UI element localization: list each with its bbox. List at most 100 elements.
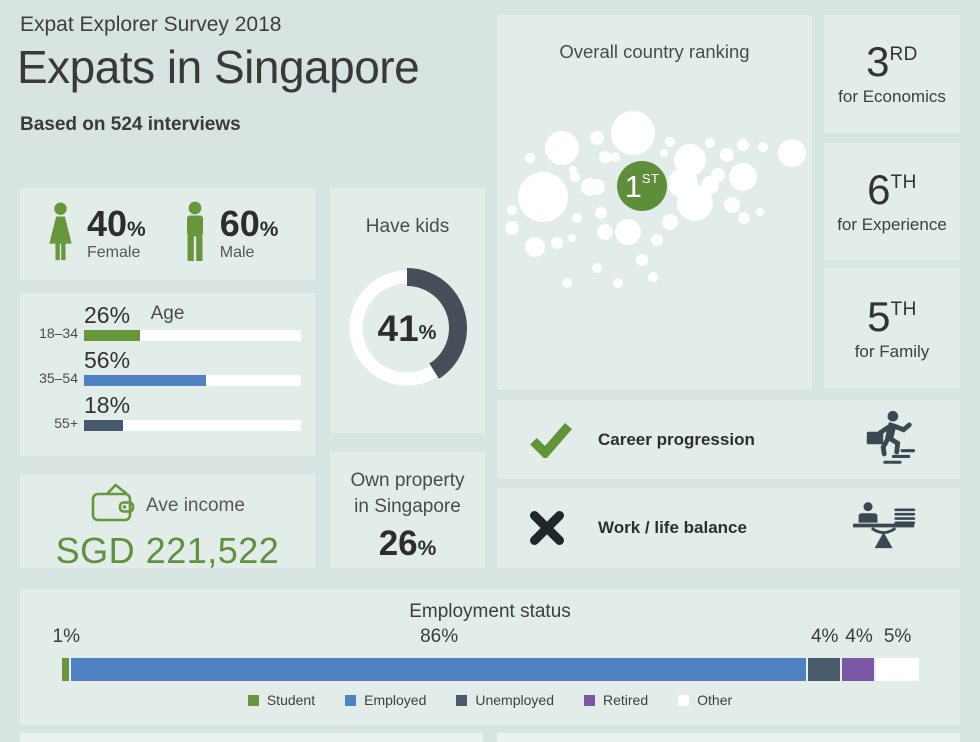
employment-legend: Student Employed Unemployed Retired Other bbox=[20, 692, 960, 708]
ranking-bubble bbox=[648, 272, 658, 282]
age-bar-fill bbox=[84, 375, 206, 386]
ranking-bubble bbox=[568, 234, 576, 242]
female-icon bbox=[44, 199, 77, 270]
employment-bar-labels: 1% 86% 4% 4% 5% bbox=[53, 626, 919, 650]
legend-item-other: Other bbox=[678, 692, 732, 708]
legend-swatch bbox=[678, 694, 690, 706]
ranking-bubble bbox=[562, 278, 572, 288]
have-kids-title: Have kids bbox=[365, 216, 450, 237]
ranking-bubble bbox=[505, 221, 519, 235]
own-property-title: Own property in Singapore bbox=[350, 470, 465, 517]
ranking-bubble bbox=[599, 151, 611, 163]
ranking-bubble bbox=[569, 166, 577, 174]
rank-box-experience: 6TH for Experience bbox=[824, 143, 960, 260]
country-ranking-title: Overall country ranking bbox=[559, 41, 750, 62]
ranking-bubble bbox=[610, 152, 620, 162]
ranking-bubble bbox=[737, 139, 749, 151]
ranking-bubble bbox=[613, 278, 623, 288]
age-row: 35–54 56% bbox=[20, 348, 301, 386]
ranking-bubble bbox=[636, 254, 648, 266]
legend-label: Employed bbox=[364, 692, 427, 708]
employment-segment-retired bbox=[841, 658, 877, 681]
next-panel-stub-left bbox=[20, 733, 483, 742]
female-percent: 40% bbox=[87, 203, 146, 244]
age-bar-track bbox=[84, 420, 301, 431]
ranking-bubble bbox=[724, 197, 740, 213]
legend-swatch bbox=[583, 694, 595, 706]
work-life-balance-row: Work / life balance bbox=[497, 488, 960, 568]
have-kids-panel: Have kids 41% bbox=[330, 188, 485, 433]
age-bar-fill bbox=[84, 330, 141, 341]
age-row: 18–34 26% bbox=[20, 303, 301, 341]
work-life-balance-label: Work / life balance bbox=[598, 518, 747, 537]
employment-segment-label: 4% bbox=[845, 626, 873, 647]
income-value: SGD 221,522 bbox=[55, 530, 280, 571]
employment-segment-label: 1% bbox=[52, 626, 81, 647]
overall-rank-badge: 1 ST bbox=[617, 161, 667, 211]
have-kids-value: 41% bbox=[377, 307, 437, 349]
male-label: Male bbox=[219, 244, 255, 261]
age-bar-track bbox=[84, 330, 301, 341]
employment-segment-unemployed bbox=[807, 658, 842, 681]
ranking-bubble bbox=[518, 172, 568, 222]
rank-box-family: 5TH for Family bbox=[824, 268, 960, 388]
employment-segment-other bbox=[876, 658, 919, 681]
career-progression-label: Career progression bbox=[598, 429, 755, 449]
legend-swatch bbox=[345, 694, 357, 706]
employment-segment-student bbox=[62, 658, 71, 681]
country-ranking-panel: Overall country ranking 1 ST bbox=[497, 15, 812, 390]
next-panel-stub-right bbox=[497, 733, 960, 742]
age-percent: 18% bbox=[84, 392, 131, 418]
employment-bar bbox=[62, 658, 919, 681]
own-property-value: 26% bbox=[378, 524, 437, 563]
ranking-bubble bbox=[705, 138, 715, 148]
age-row: 55+ 18% bbox=[20, 393, 301, 431]
age-range-label: 55+ bbox=[54, 415, 78, 431]
ranking-bubble bbox=[525, 153, 535, 163]
legend-label: Student bbox=[266, 692, 316, 708]
ranking-bubble bbox=[611, 111, 655, 155]
income-panel: Ave income SGD 221,522 bbox=[20, 474, 315, 571]
ranking-bubble bbox=[525, 237, 545, 257]
ranking-bubbles bbox=[497, 15, 812, 390]
male-stat: 60% Male bbox=[180, 199, 278, 270]
ranking-bubble bbox=[592, 263, 602, 273]
ranking-bubble bbox=[738, 212, 750, 224]
check-icon bbox=[530, 422, 576, 458]
career-stairs-icon bbox=[860, 408, 918, 471]
ranking-bubble bbox=[758, 142, 768, 152]
ranking-bubble bbox=[597, 224, 613, 240]
income-label: Ave income bbox=[146, 494, 245, 516]
employment-segment-employed bbox=[70, 658, 808, 681]
cross-icon bbox=[530, 511, 576, 545]
employment-panel: Employment status 1% 86% 4% 4% 5% Student Emp… bbox=[20, 589, 960, 725]
ranking-bubble bbox=[551, 237, 563, 249]
ranking-bubble bbox=[545, 131, 579, 165]
ranking-bubble bbox=[651, 234, 663, 246]
ranking-bubble bbox=[589, 179, 605, 195]
rank-box-label: for Economics bbox=[838, 87, 946, 106]
ranking-bubble bbox=[668, 168, 698, 198]
age-percent: 56% bbox=[84, 347, 131, 373]
ranking-bubble bbox=[778, 139, 806, 167]
employment-segment-label: 86% bbox=[420, 626, 459, 647]
age-range-label: 35–54 bbox=[39, 370, 78, 386]
age-bar-track bbox=[84, 375, 301, 386]
legend-item-student: Student bbox=[247, 692, 316, 708]
work-life-balance-icon bbox=[852, 500, 918, 557]
age-panel: Age 18–34 26% 35–54 56% 55+ 18% bbox=[20, 293, 315, 456]
legend-label: Retired bbox=[602, 692, 649, 708]
ranking-bubble bbox=[660, 149, 668, 157]
wallet-icon bbox=[90, 482, 136, 529]
age-title: Age bbox=[150, 303, 185, 324]
ranking-bubble bbox=[595, 207, 607, 219]
ranking-bubble bbox=[729, 163, 757, 191]
career-progression-row: Career progression bbox=[497, 400, 960, 479]
rank-box-label: for Experience bbox=[837, 215, 947, 234]
female-stat: 40% Female bbox=[44, 199, 146, 270]
rank-box-label: for Family bbox=[854, 342, 930, 361]
female-label: Female bbox=[87, 244, 141, 261]
male-icon bbox=[180, 199, 210, 270]
ranking-bubble bbox=[590, 131, 604, 145]
